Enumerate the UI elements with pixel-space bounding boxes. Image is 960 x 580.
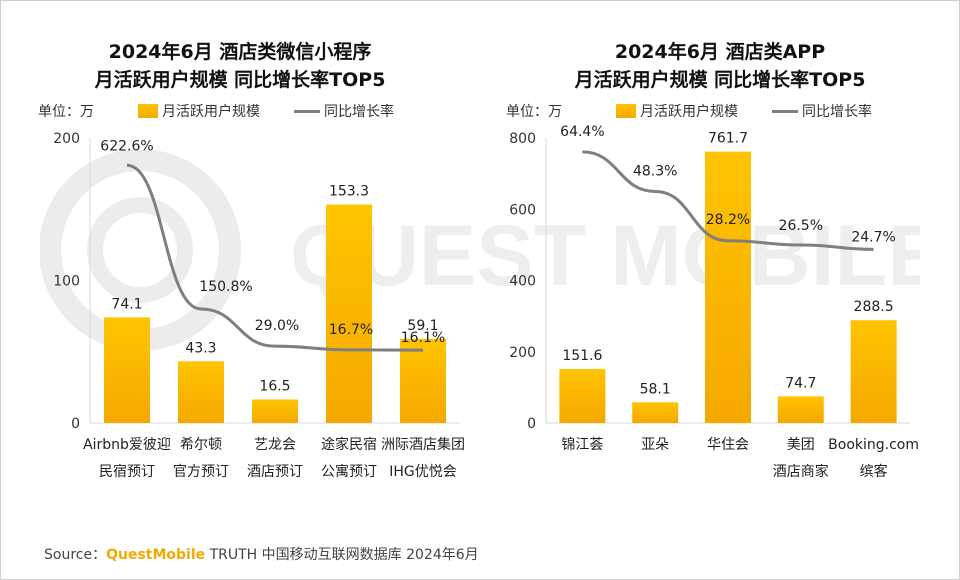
growth-rate-label: 48.3% <box>633 163 677 179</box>
source-prefix: Source： <box>44 547 107 563</box>
x-tick-label: 洲际酒店集团 <box>381 436 465 453</box>
x-tick-label: 民宿预订 <box>99 463 155 480</box>
left-legend-bar-label: 月活跃用户规模 <box>162 104 260 120</box>
growth-rate-label: 28.2% <box>706 212 750 228</box>
left-legend-line-label: 同比增长率 <box>324 104 394 120</box>
bar <box>178 361 224 423</box>
y-tick-label: 400 <box>509 274 536 290</box>
left-title-line-1: 2024年6月 酒店类微信小程序 <box>108 41 372 63</box>
x-tick-label: 艺龙会 <box>254 437 296 453</box>
bar-value-label: 153.3 <box>329 184 369 200</box>
source-brand: QuestMobile <box>106 547 206 563</box>
legend-line-swatch <box>294 109 320 113</box>
bar-value-label: 59.1 <box>407 318 438 334</box>
bar <box>559 368 606 423</box>
right-bar-chart: 0 200 400 600 800 151.6 锦江荟 58.1 亚朵 761.7 华住会 74.7 美… <box>509 124 919 480</box>
bar-value-label: 761.7 <box>708 131 748 147</box>
right-legend-bar: 月活跃用户规模 <box>616 101 738 121</box>
legend-line-swatch <box>772 109 798 113</box>
bar-value-label: 74.1 <box>111 296 142 312</box>
x-tick-label: 公寓预订 <box>321 463 377 480</box>
right-title-line-1: 2024年6月 酒店类APP <box>614 41 826 63</box>
bar <box>326 204 372 423</box>
bar <box>400 338 446 423</box>
y-tick-label: 0 <box>71 416 80 432</box>
y-tick-label: 200 <box>509 345 536 361</box>
left-title-line-2: 月活跃用户规模 同比增长率TOP5 <box>94 69 386 91</box>
left-legend-line: 同比增长率 <box>294 101 394 121</box>
source-note: Source：QuestMobile TRUTH 中国移动互联网数据库 2024… <box>44 544 479 564</box>
x-tick-label: 缤客 <box>860 463 888 480</box>
growth-rate-label: 150.8% <box>199 279 252 295</box>
x-tick-label: 华住会 <box>707 437 749 453</box>
y-tick-label: 0 <box>527 416 536 432</box>
left-unit-label: 单位：万 <box>38 104 94 120</box>
bar-value-label: 43.3 <box>185 340 216 356</box>
y-tick-label: 800 <box>509 131 536 147</box>
left-legend-bar: 月活跃用户规模 <box>138 101 260 121</box>
bar-value-label: 58.1 <box>640 381 671 397</box>
right-unit-label: 单位：万 <box>506 104 562 120</box>
bar-value-label: 74.7 <box>785 375 816 391</box>
growth-rate-label: 24.7% <box>851 229 895 245</box>
x-tick-label: 亚朵 <box>641 437 669 453</box>
y-tick-label: 200 <box>53 131 80 147</box>
bar <box>777 396 824 423</box>
bar <box>705 151 751 423</box>
left-chart-title: 2024年6月 酒店类微信小程序 月活跃用户规模 同比增长率TOP5 <box>0 38 480 94</box>
x-tick-label: Airbnb爱彼迎 <box>83 437 171 453</box>
right-legend-line: 同比增长率 <box>772 101 872 121</box>
growth-rate-label: 64.4% <box>560 124 604 140</box>
right-chart-title: 2024年6月 酒店类APP 月活跃用户规模 同比增长率TOP5 <box>480 38 960 94</box>
bar <box>252 399 298 423</box>
growth-rate-label: 26.5% <box>779 218 823 234</box>
right-chart-panel: 2024年6月 酒店类APP 月活跃用户规模 同比增长率TOP5 单位：万 月活… <box>480 0 960 540</box>
bar <box>632 402 679 423</box>
right-legend-line-label: 同比增长率 <box>802 104 872 120</box>
x-tick-label: 官方预订 <box>173 464 229 480</box>
growth-rate-label: 29.0% <box>255 318 299 334</box>
growth-rate-line <box>126 163 424 352</box>
x-tick-label: Booking.com <box>828 437 919 453</box>
y-tick-label: 100 <box>53 274 80 290</box>
source-text: TRUTH 中国移动互联网数据库 2024年6月 <box>205 547 479 563</box>
x-tick-label: 希尔顿 <box>180 437 222 453</box>
left-chart-panel: 2024年6月 酒店类微信小程序 月活跃用户规模 同比增长率TOP5 单位：万 … <box>0 0 480 540</box>
x-tick-label: 美团 <box>787 437 815 453</box>
x-tick-label: IHG优悦会 <box>389 464 457 480</box>
x-tick-label: 酒店商家 <box>773 463 829 480</box>
right-legend-bar-label: 月活跃用户规模 <box>640 104 738 120</box>
bar-value-label: 16.5 <box>259 378 290 394</box>
bar-value-label: 151.6 <box>562 348 602 364</box>
x-tick-label: 途家民宿 <box>321 436 377 453</box>
growth-rate-line <box>582 150 874 251</box>
growth-rate-label: 622.6% <box>100 138 153 154</box>
y-tick-label: 600 <box>509 202 536 218</box>
right-title-line-2: 月活跃用户规模 同比增长率TOP5 <box>574 69 866 91</box>
bar <box>104 317 150 423</box>
legend-bar-swatch <box>616 104 636 118</box>
bar <box>850 320 897 423</box>
growth-rate-label: 16.7% <box>329 322 373 338</box>
x-tick-label: 酒店预订 <box>247 464 303 480</box>
growth-rate-label: 16.1% <box>401 330 445 346</box>
bar-value-label: 288.5 <box>854 299 894 315</box>
x-tick-label: 锦江荟 <box>561 436 603 453</box>
legend-bar-swatch <box>138 104 158 118</box>
